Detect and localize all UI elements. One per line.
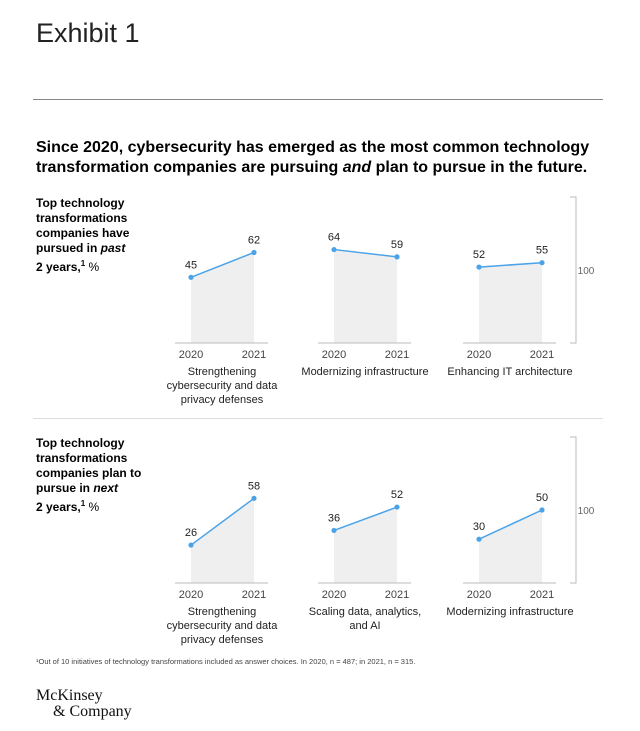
data-point xyxy=(394,254,400,260)
series-line xyxy=(333,506,398,532)
series-line xyxy=(190,251,255,278)
x-tick-label: 2021 xyxy=(385,349,409,361)
area-fill xyxy=(191,498,254,583)
area-fill xyxy=(479,510,542,583)
area-fill xyxy=(479,262,542,343)
scale-label: 100 xyxy=(578,266,595,277)
data-label: 30 xyxy=(473,521,485,533)
data-point xyxy=(539,507,545,513)
x-tick-label: 2020 xyxy=(179,589,203,601)
x-tick-label: 2020 xyxy=(467,589,491,601)
footnote-marker: 1 xyxy=(80,259,86,268)
series-line xyxy=(333,248,398,258)
data-label: 59 xyxy=(391,239,403,251)
scale-bar xyxy=(570,436,577,584)
area-fill xyxy=(334,249,397,343)
scale-label: 100 xyxy=(578,506,595,517)
area-fill xyxy=(334,507,397,583)
logo-line-1: McKinsey xyxy=(36,687,103,704)
x-tick-label: 2021 xyxy=(242,349,266,361)
data-label: 36 xyxy=(328,512,340,524)
x-tick-label: 2021 xyxy=(385,589,409,601)
row-label-text: Top technology transformations companies… xyxy=(36,436,142,495)
row-label-text2: 2 years, xyxy=(36,260,81,274)
x-tick-label: 2020 xyxy=(179,349,203,361)
title-text: Since 2020, cybersecurity has emerged as… xyxy=(36,139,590,176)
x-tick-label: 2020 xyxy=(322,589,346,601)
series-line xyxy=(190,497,255,546)
series-line xyxy=(478,509,543,540)
row-label-emphasis: past xyxy=(100,241,126,255)
category-label: Modernizing infrastructure xyxy=(301,366,429,378)
data-label: 52 xyxy=(391,489,403,501)
x-tick-label: 2020 xyxy=(322,349,346,361)
row-divider xyxy=(33,418,603,419)
row-label-next: Top technology transformations companies… xyxy=(36,436,166,515)
data-label: 55 xyxy=(536,245,548,257)
unit-label: % xyxy=(85,260,100,274)
data-point xyxy=(188,542,194,548)
scale-bar xyxy=(570,196,577,344)
x-tick-label: 2020 xyxy=(467,349,491,361)
data-point xyxy=(539,260,545,266)
data-label: 50 xyxy=(536,492,548,504)
area-fill xyxy=(191,252,254,343)
row-label-text2: 2 years, xyxy=(36,500,81,514)
row-label-emphasis: next xyxy=(93,481,119,495)
category-label: Enhancing IT architecture xyxy=(447,366,573,378)
data-point xyxy=(331,246,337,253)
title-emphasis: and xyxy=(342,159,372,176)
mckinsey-logo: McKinsey & Company xyxy=(36,688,132,720)
data-point xyxy=(251,495,257,501)
data-label: 58 xyxy=(248,480,260,492)
x-tick-label: 2021 xyxy=(530,349,554,361)
category-label: Strengthening cybersecurity and data pri… xyxy=(166,606,278,646)
logo-line-2: & Company xyxy=(53,703,132,720)
category-label: Strengthening cybersecurity and data pri… xyxy=(166,366,278,406)
category-label: Modernizing infrastructure xyxy=(446,606,574,618)
data-point xyxy=(394,504,400,510)
series-line xyxy=(478,261,543,268)
row-label-past: Top technology transformations companies… xyxy=(36,196,166,275)
data-point xyxy=(476,536,482,542)
data-label: 64 xyxy=(328,232,340,244)
unit-label: % xyxy=(85,500,100,514)
category-label: Scaling data, analytics, and AI xyxy=(308,606,422,632)
data-point xyxy=(188,274,194,280)
footnote: ¹Out of 10 initiatives of technology tra… xyxy=(36,657,416,666)
data-label: 52 xyxy=(473,249,485,261)
x-tick-label: 2021 xyxy=(530,589,554,601)
footnote-marker: 1 xyxy=(80,499,86,508)
row-label-text: Top technology transformations companies… xyxy=(36,196,130,255)
title-text-end: plan to pursue in the future. xyxy=(371,159,588,176)
chart-title: Since 2020, cybersecurity has emerged as… xyxy=(36,138,606,178)
data-label: 45 xyxy=(185,259,197,271)
data-point xyxy=(251,249,257,256)
data-label: 62 xyxy=(248,234,260,246)
x-tick-label: 2021 xyxy=(242,589,266,601)
data-point xyxy=(476,264,482,270)
header-rule xyxy=(33,99,603,100)
data-point xyxy=(331,527,337,534)
exhibit-label: Exhibit 1 xyxy=(36,18,140,48)
data-label: 26 xyxy=(185,527,197,539)
